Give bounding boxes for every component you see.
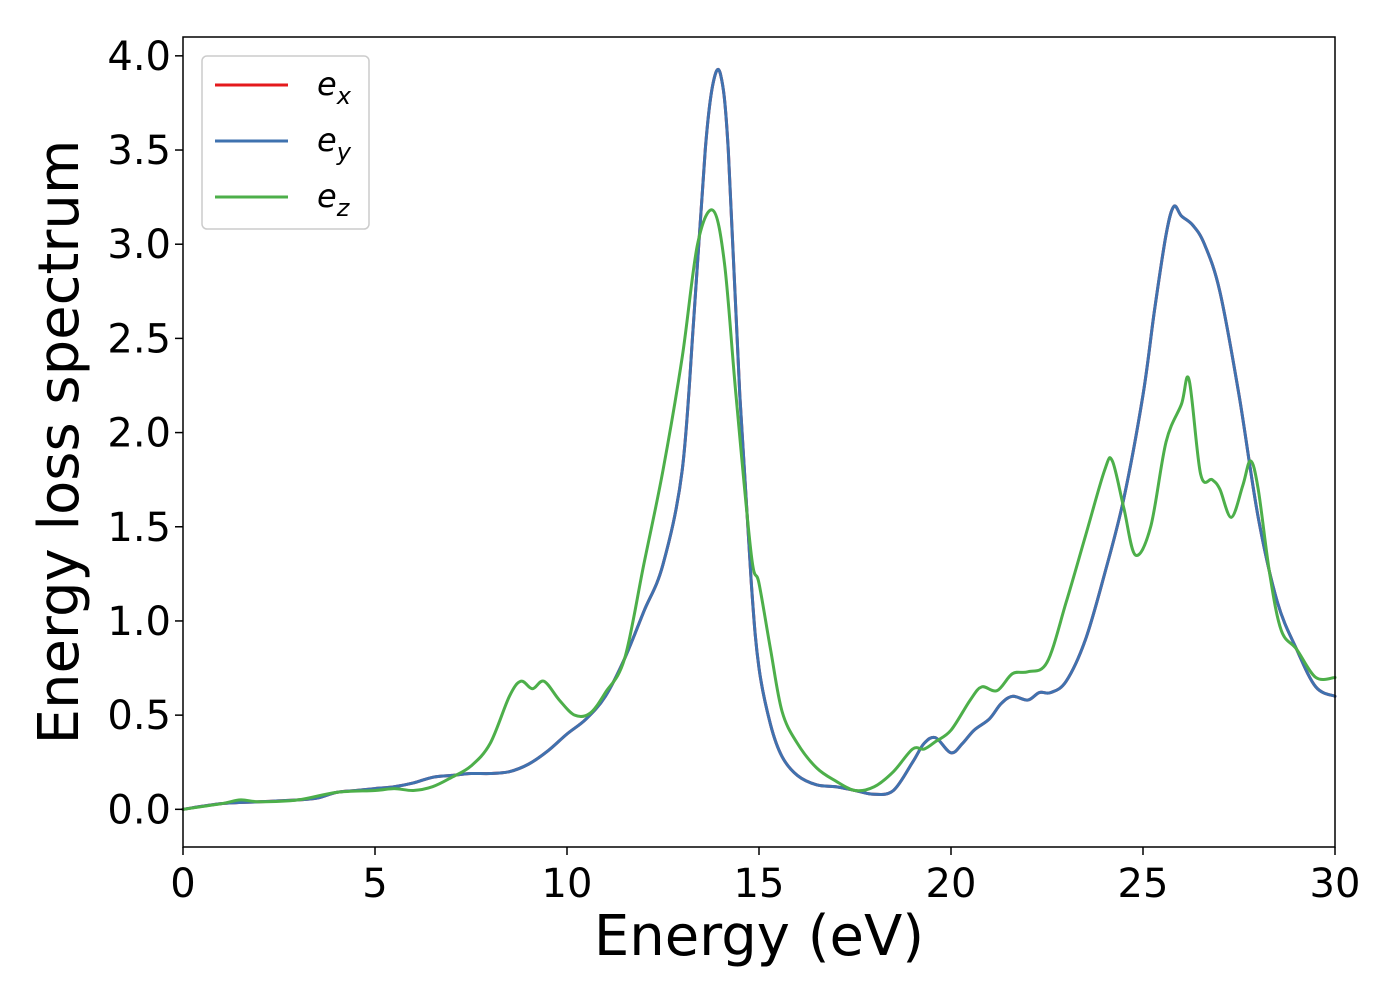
x-tick-label: 0 <box>170 861 195 907</box>
legend-label-z: ez <box>317 177 351 222</box>
legend-label-x: ex <box>317 65 352 110</box>
y-tick-label: 0.5 <box>107 693 171 739</box>
y-tick-label: 3.5 <box>107 128 171 174</box>
series-line-z <box>181 208 1337 811</box>
series-line-y <box>181 68 1337 811</box>
x-tick-label: 20 <box>926 861 977 907</box>
legend-label-y: ey <box>317 121 352 166</box>
x-tick-label: 10 <box>542 861 593 907</box>
x-tick-label: 15 <box>734 861 785 907</box>
y-tick-label: 3.0 <box>107 222 171 268</box>
x-tick-label: 25 <box>1118 861 1169 907</box>
y-tick-label: 2.5 <box>107 316 171 362</box>
y-tick-label: 0.0 <box>107 787 171 833</box>
x-axis-label: Energy (eV) <box>594 904 924 969</box>
x-axis-ticks: 0 5 10 15 20 25 30 <box>170 847 1360 907</box>
plot-lines <box>181 68 1337 811</box>
y-tick-label: 1.5 <box>107 505 171 551</box>
y-axis-ticks: 0.0 0.5 1.0 1.5 2.0 2.5 3.0 3.5 4.0 <box>107 34 183 833</box>
x-tick-label: 5 <box>362 861 387 907</box>
y-tick-label: 1.0 <box>107 599 171 645</box>
y-axis-label: Energy loss spectrum <box>27 140 92 745</box>
y-tick-label: 4.0 <box>107 34 171 80</box>
x-tick-label: 30 <box>1310 861 1361 907</box>
legend: ex ey ez <box>201 55 370 230</box>
y-tick-label: 2.0 <box>107 411 171 457</box>
